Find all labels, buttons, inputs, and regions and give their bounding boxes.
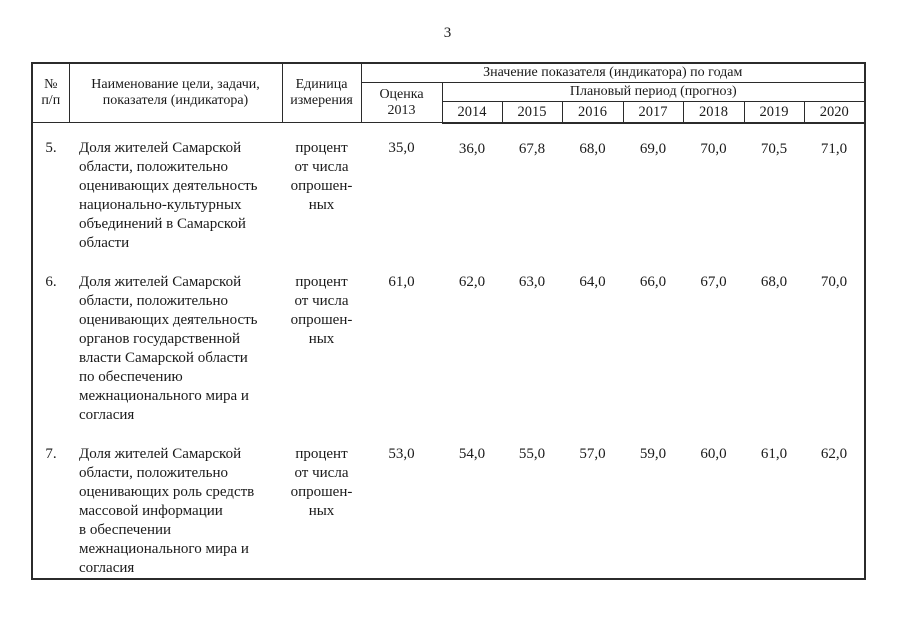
page-number: 3 — [443, 25, 452, 41]
indicator-value: 53,0 — [388, 446, 415, 462]
year-header-2020: 2020 — [803, 101, 866, 124]
year-header-2014: 2014 — [441, 101, 503, 124]
table-header: № п/п Наименование цели, задачи, показат… — [31, 62, 866, 124]
indicator-value: 66,0 — [639, 274, 667, 290]
indicator-value: 70,0 — [700, 140, 727, 157]
col-header-num: № п/п — [31, 62, 70, 123]
col-header-name: Наименование цели, задачи, показателя (и… — [68, 62, 283, 123]
indicator-name: Доля жителей Самарской области, положите… — [79, 140, 258, 251]
table-row-5: 5. Доля жителей Самарской области, полож… — [32, 123, 865, 254]
indicator-value: 57,0 — [579, 446, 606, 462]
indicator-name: Доля жителей Самарской области, положите… — [79, 274, 258, 423]
indicator-name: Доля жителей Самарской области, положите… — [79, 446, 255, 576]
unit-of-measure: процент от числа опрошен- ных — [290, 140, 353, 213]
table-row-6: 6. Доля жителей Самарской области, полож… — [32, 253, 865, 425]
indicator-value: 67,0 — [700, 274, 727, 290]
year-header-2015: 2015 — [501, 101, 563, 124]
indicator-value: 68,0 — [579, 140, 606, 157]
year-header-2019: 2019 — [743, 101, 805, 124]
indicator-value: 64,0 — [579, 274, 606, 290]
indicator-value: 61,0 — [760, 446, 788, 462]
indicator-value: 54,0 — [458, 446, 486, 462]
indicator-value: 59,0 — [639, 446, 667, 462]
group-header-years: Значение показателя (индикатора) по года… — [360, 62, 866, 83]
indicator-value: 36,0 — [458, 140, 486, 157]
indicator-value: 71,0 — [820, 140, 848, 157]
unit-of-measure: процент от числа опрошен- ных — [290, 446, 353, 519]
year-header-2018: 2018 — [682, 101, 745, 124]
indicators-table: № п/п Наименование цели, задачи, показат… — [31, 62, 866, 580]
year-header-2017: 2017 — [622, 101, 684, 124]
indicator-value: 62,0 — [458, 274, 486, 290]
indicator-value: 70,0 — [820, 274, 848, 290]
col-header-unit: Единица измерения — [281, 62, 362, 123]
indicator-value: 60,0 — [700, 446, 727, 462]
indicator-value: 62,0 — [820, 446, 848, 462]
indicator-value: 67,8 — [518, 140, 546, 157]
indicator-value: 68,0 — [760, 274, 788, 290]
indicator-value: 70,5 — [760, 140, 788, 157]
col-header-estimate-2013: Оценка 2013 — [360, 82, 443, 123]
indicator-value: 35,0 — [388, 140, 415, 156]
group-header-plan-period: Плановый период (прогноз) — [441, 82, 866, 102]
row-number: 7. — [45, 446, 57, 462]
row-number: 6. — [45, 274, 57, 290]
indicator-value: 63,0 — [518, 274, 546, 290]
indicator-value: 61,0 — [388, 274, 415, 290]
table-row-7: 7. Доля жителей Самарской области, полож… — [32, 425, 865, 579]
row-number: 5. — [45, 140, 57, 156]
indicator-value: 55,0 — [518, 446, 546, 462]
year-header-2016: 2016 — [561, 101, 624, 124]
indicator-value: 69,0 — [639, 140, 667, 157]
unit-of-measure: процент от числа опрошен- ных — [290, 274, 353, 347]
